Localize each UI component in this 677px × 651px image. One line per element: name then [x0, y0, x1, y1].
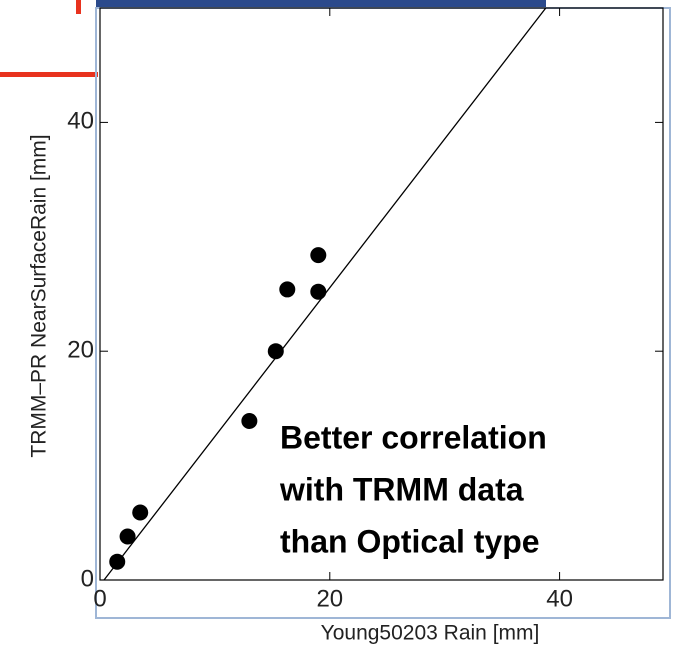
y-tick-label: 40 [67, 108, 94, 135]
y-tick-label: 20 [67, 337, 94, 364]
decor-line [0, 72, 98, 77]
point [310, 247, 327, 264]
point [241, 412, 258, 429]
x-axis-label: Young50203 Rain [mm] [321, 622, 540, 645]
y-axis-label: TRMM–PR NearSurfaceRain [mm] [28, 134, 51, 457]
point [310, 283, 327, 300]
annotation: Better correlation [280, 419, 547, 455]
point [132, 504, 149, 521]
point [109, 553, 126, 570]
point [267, 343, 284, 360]
x-tick-label: 0 [93, 585, 106, 612]
x-tick-label: 40 [546, 585, 573, 612]
point [119, 528, 136, 545]
plot-area [99, 7, 664, 581]
x-tick-label: 20 [316, 585, 343, 612]
annotation: with TRMM data [279, 471, 524, 507]
y-tick-label: 0 [81, 565, 94, 592]
photo-strip [96, 0, 546, 8]
decor-mark [76, 0, 81, 14]
annotation: than Optical type [280, 523, 540, 559]
point [279, 281, 296, 298]
